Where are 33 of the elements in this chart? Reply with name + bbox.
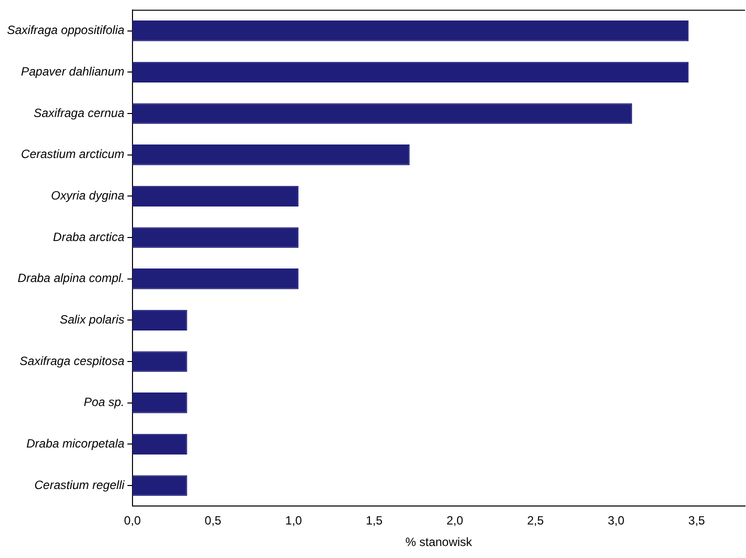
bar (132, 475, 188, 496)
y-tick-label: Salix polaris (60, 312, 124, 327)
y-tick-label: Poa sp. (84, 395, 124, 410)
x-axis-title: % stanowisk (405, 535, 474, 550)
x-tick-label: 1,5 (366, 514, 383, 528)
bar (132, 392, 188, 414)
y-tick-label: Cerastium arcticum (21, 147, 124, 162)
x-tick-label: 3,5 (688, 514, 706, 528)
bar (132, 434, 188, 455)
y-tick-label: Oxyria dygina (51, 188, 125, 203)
x-tick-label: 2,5 (527, 514, 544, 528)
x-tick-label: 3,0 (608, 514, 625, 528)
x-tick-label: 0,5 (204, 514, 222, 528)
bar (132, 62, 689, 83)
y-tick-label: Draba alpina compl. (18, 271, 124, 286)
bar (132, 103, 632, 124)
y-tick-label: Saxifraga oppositifolia (7, 23, 125, 38)
y-tick-label: Draba micorpetala (26, 436, 125, 451)
x-tick-label: 2,0 (446, 514, 464, 528)
y-tick-label: Saxifraga cespitosa (20, 354, 125, 368)
bar (132, 186, 298, 207)
y-tick-label: Cerastium regelli (34, 478, 125, 492)
bar (132, 310, 188, 331)
y-tick-label: Papaver dahlianum (21, 64, 124, 79)
bar (132, 20, 689, 42)
x-tick-label: 0,0 (124, 514, 142, 528)
y-tick-label: Draba arctica (53, 230, 125, 244)
bar (132, 268, 298, 290)
y-tick-label: Saxifraga cernua (34, 106, 125, 120)
bar (132, 144, 410, 166)
bar (132, 351, 188, 372)
bar (132, 227, 298, 248)
x-tick-label: 1,0 (285, 514, 302, 528)
